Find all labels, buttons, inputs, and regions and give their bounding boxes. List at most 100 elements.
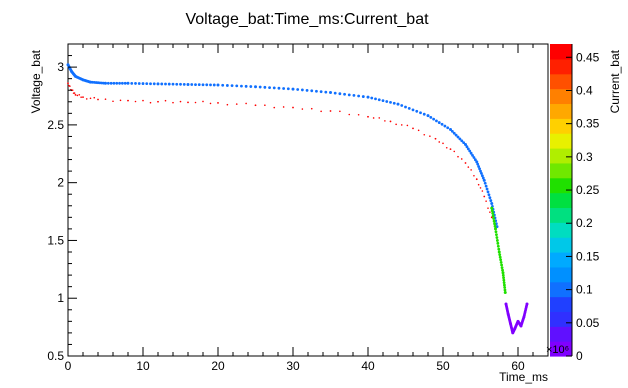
data-point [258, 85, 262, 89]
data-point [487, 207, 489, 209]
data-point [494, 227, 497, 231]
data-point [406, 124, 409, 127]
color-scale-band [550, 162, 572, 179]
data-point [347, 93, 351, 97]
data-point [190, 83, 194, 86]
data-point [310, 107, 313, 110]
color-scale-tick-label: 0.1 [576, 283, 593, 297]
data-point [481, 190, 484, 192]
color-scale-tick-label: 0.15 [576, 249, 600, 263]
color-scale-tick-label: 0.35 [576, 117, 600, 131]
data-point [468, 149, 472, 153]
data-point [478, 167, 481, 171]
data-point [343, 92, 346, 96]
data-point [141, 82, 145, 85]
color-scale-band [550, 281, 572, 298]
data-point [389, 100, 392, 104]
data-point [503, 283, 506, 287]
data-point [452, 131, 456, 135]
data-point [407, 107, 411, 110]
data-point [115, 81, 119, 85]
data-point [197, 83, 201, 87]
data-layer [66, 63, 529, 335]
data-point [465, 145, 469, 149]
data-point [485, 187, 489, 191]
x-tick-label: 20 [211, 359, 225, 373]
y-axis: 0.5 1 1.5 2 2.5 3 [47, 43, 77, 363]
data-point [493, 222, 496, 226]
data-point [423, 133, 426, 136]
data-point [449, 148, 452, 151]
data-point [489, 211, 491, 213]
data-point [500, 263, 503, 267]
data-point [305, 88, 309, 92]
data-point [411, 108, 415, 112]
data-point [495, 236, 499, 239]
z-axis: 0 0.05 0.1 0.15 0.2 0.25 0.3 0.35 0.4 0.45 [566, 44, 600, 363]
data-point [464, 143, 467, 147]
data-point [501, 273, 505, 277]
color-scale-tick-label: 0.05 [576, 316, 600, 330]
x-axis-label: Time_ms [499, 370, 548, 384]
color-scale-tick-label: 0.45 [576, 50, 600, 64]
color-scale-tick-label: 0.3 [576, 150, 593, 164]
data-point [442, 142, 444, 145]
data-point [490, 209, 494, 213]
data-point [378, 117, 381, 119]
data-point [395, 123, 397, 126]
data-point [493, 224, 497, 228]
data-point [477, 183, 480, 186]
data-point [498, 253, 502, 256]
x-tick-label: 50 [436, 359, 450, 373]
data-point [89, 97, 92, 100]
data-point [182, 82, 186, 86]
data-point [497, 247, 501, 251]
color-scale-band [550, 252, 572, 268]
data-point [484, 184, 488, 188]
data-point [374, 97, 377, 101]
data-point [175, 82, 179, 86]
data-point [400, 104, 404, 107]
data-point [235, 103, 238, 105]
data-point [501, 271, 505, 275]
data-point [479, 169, 482, 173]
data-point [137, 82, 141, 85]
color-scale-band [550, 296, 572, 313]
data-point [446, 126, 450, 130]
y-tick-label: 1 [57, 291, 64, 305]
data-point [480, 174, 484, 178]
data-point [149, 101, 152, 104]
data-point [426, 114, 430, 118]
color-scale-band [550, 237, 572, 253]
data-point [310, 89, 314, 93]
data-point [470, 169, 472, 171]
data-point [273, 106, 276, 109]
data-point [400, 124, 403, 126]
data-point [415, 109, 419, 113]
chart-title: Voltage_bat:Time_ms:Current_bat [185, 11, 429, 28]
data-point [483, 195, 486, 198]
data-point [503, 290, 507, 294]
data-point [466, 147, 470, 151]
data-point [97, 98, 99, 101]
data-point [329, 91, 332, 95]
data-point [171, 82, 175, 86]
color-scale-band [550, 44, 572, 60]
data-point [78, 94, 81, 96]
data-point [481, 176, 485, 180]
data-point [82, 96, 84, 99]
color-scale-band [550, 58, 572, 75]
data-point [104, 98, 107, 100]
color-scale-band [550, 341, 572, 357]
data-point [102, 81, 106, 85]
data-point [333, 91, 337, 95]
data-point [319, 90, 323, 94]
color-scale-tick-label: 0.2 [576, 216, 593, 230]
data-point [471, 153, 474, 157]
data-point [244, 84, 248, 88]
data-point [469, 151, 473, 155]
data-point [134, 82, 137, 85]
data-point [329, 110, 332, 112]
data-point [277, 86, 281, 90]
